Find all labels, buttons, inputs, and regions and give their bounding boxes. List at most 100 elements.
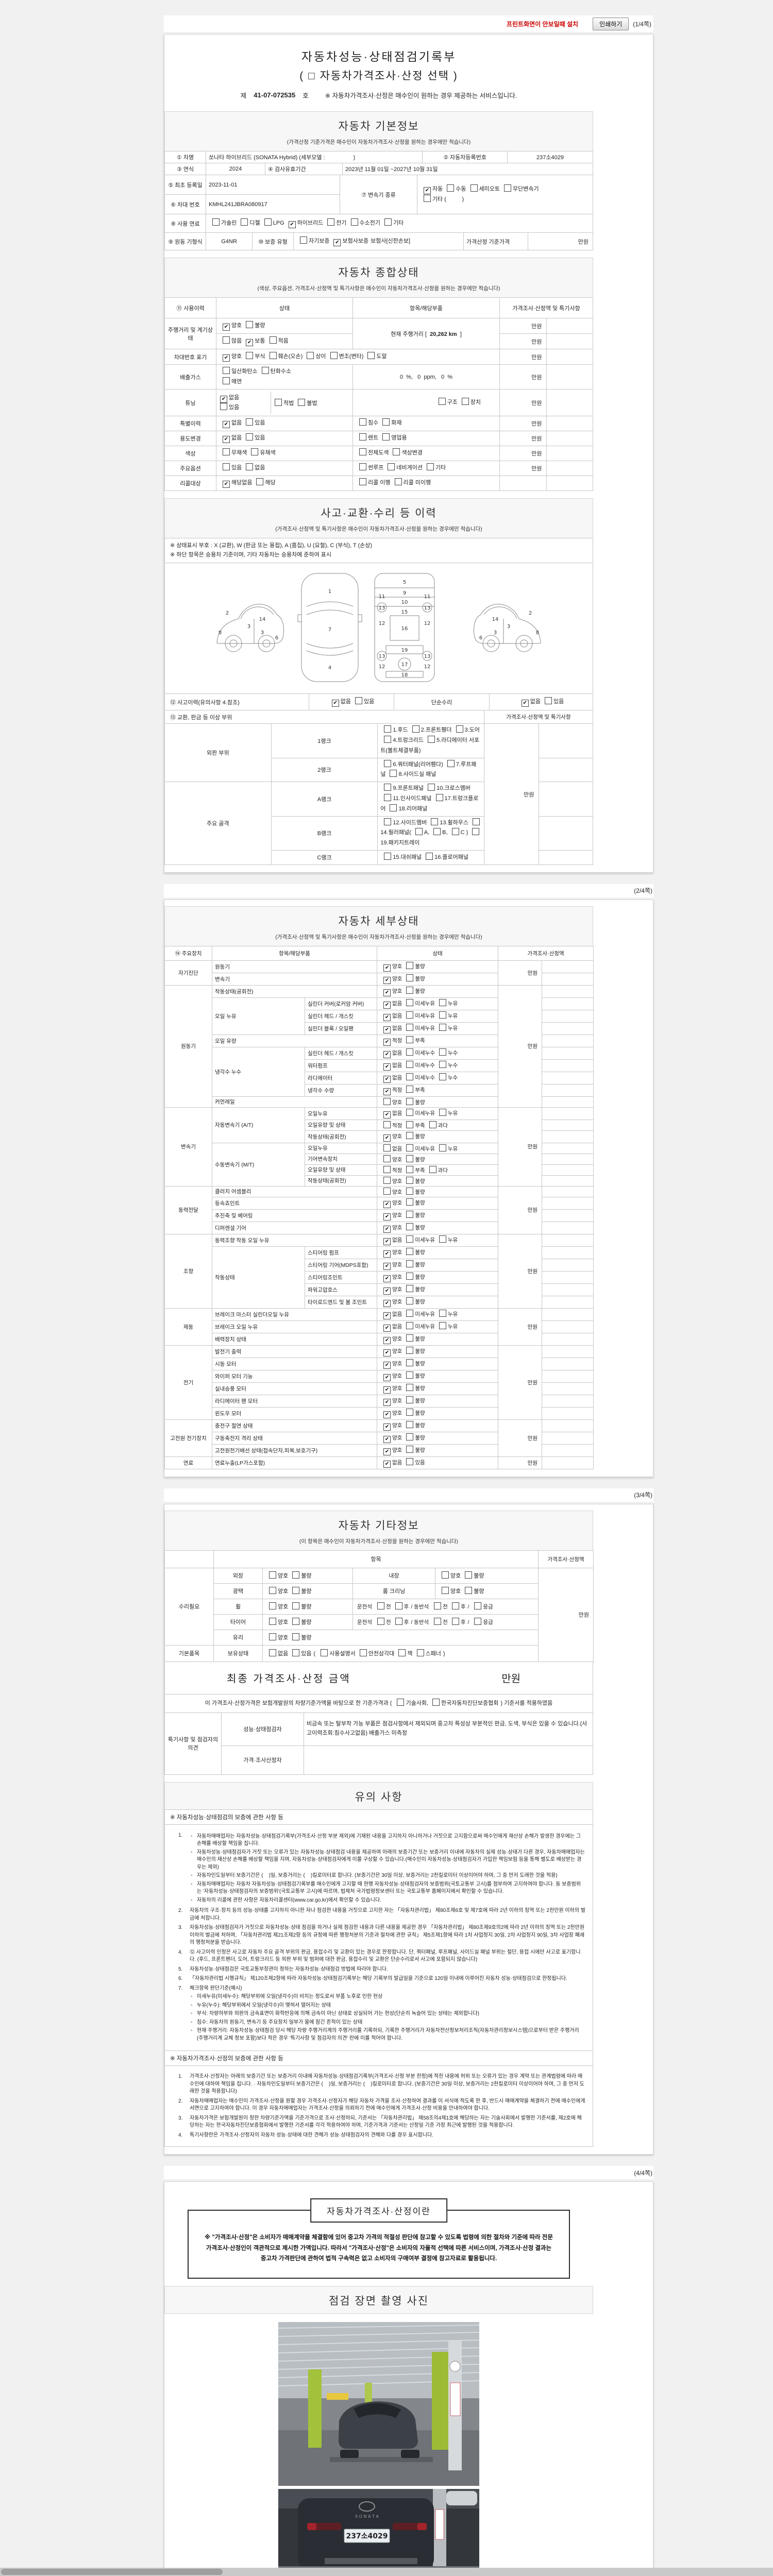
check-label: 미세누유 — [415, 1000, 435, 1007]
check-label: 14.필러패널( — [380, 829, 411, 836]
check-label: 리콜 미이행 — [403, 480, 431, 486]
inspector-opinion-text: 비금속 또는 탈부착 가능 부품은 점검사항에서 제외되며 중고차 특성상 부분… — [304, 1712, 593, 1746]
item-cell: 실내송풍 모터 — [211, 1382, 378, 1395]
about-appraisal-title: 자동차가격조사·산정이란 — [310, 2198, 447, 2223]
checkbox-unchecked — [397, 1698, 405, 1706]
checkbox-unchecked — [377, 1602, 384, 1610]
item-cell: 작동상태(공회전) — [211, 985, 378, 998]
check-label: 11.인사이드패널 — [393, 795, 432, 802]
check-label: 15.대쉬패널 — [393, 854, 422, 860]
check-label: 상이 — [315, 353, 326, 360]
svg-text:13: 13 — [424, 605, 431, 611]
document-title: 자동차성능·상태점검기록부 — [301, 50, 457, 63]
checkbox-unchecked — [456, 725, 463, 733]
column-header: 항목/해당부품 — [211, 945, 378, 961]
checkbox-unchecked — [406, 986, 414, 994]
accident-parts-table: ⑬ 교환, 판금 등 이상 부위 가격조사·산정액 및 특기사항 외판 부위 1… — [164, 710, 593, 865]
checkbox-checked: ✔ — [383, 1398, 391, 1406]
horizontal-scrollbar[interactable] — [0, 2568, 773, 2576]
check-label: 미세누유 — [415, 1012, 435, 1019]
doc-no-suffix: 호 — [303, 92, 309, 99]
checkbox-unchecked — [292, 1602, 300, 1610]
checkbox-unchecked — [465, 1571, 473, 1579]
check-label: 있음 — [364, 699, 375, 705]
notice-bullet: 침수: 자동차의 원동기, 변속기 등 주요장치 일부가 물에 잠긴 흔적이 있… — [190, 2019, 585, 2027]
checkbox-unchecked — [406, 1011, 414, 1019]
svg-text:3: 3 — [247, 624, 250, 630]
price-cell: 만원 — [499, 318, 547, 334]
svg-text:13: 13 — [379, 654, 385, 659]
item-cell: 시동 모터 — [211, 1357, 378, 1370]
memo-cell — [542, 1196, 594, 1210]
checkbox-unchecked — [382, 433, 390, 441]
check-label: 수소전기 — [359, 219, 380, 226]
check-label: 보험사보증 — [342, 238, 369, 244]
section-photos: 점검 장면 촬영 사진 — [164, 2286, 593, 2314]
device-group-cell: 변속기 — [164, 1107, 212, 1187]
check-label: 불량 — [474, 1588, 484, 1595]
state-cell: 양호 불량 — [377, 1175, 499, 1187]
price-cell: 만원 — [499, 364, 547, 389]
install-link[interactable]: 프린트화면이 안보일때 설치 — [506, 20, 579, 28]
item-cell: 충전구 절연 상태 — [211, 1419, 378, 1432]
emission-checks: 일산화탄소 탄화수소 매연 — [216, 364, 353, 389]
check-label: 전체도색 — [368, 450, 389, 456]
svg-text:3: 3 — [507, 624, 510, 630]
check-label: 불량 — [415, 963, 425, 970]
checkbox-unchecked — [367, 351, 375, 359]
checkbox-unchecked — [241, 218, 248, 226]
check-label: 없음 — [392, 1323, 402, 1330]
check-label: 후 — [404, 1619, 409, 1626]
check-label: 없음 — [392, 1025, 402, 1031]
check-label: 있음 — [255, 420, 265, 427]
checkbox-unchecked — [426, 852, 433, 860]
svg-text:12: 12 — [379, 621, 385, 626]
notice-item: 3. 자동차성능·상태점검자가 거짓으로 자동차성능·상태 점검을 하거나 실제 … — [178, 1924, 585, 1947]
group-label: 기본품목 — [164, 1645, 214, 1662]
check-group-text: / 동반석 — [411, 1604, 429, 1611]
check-label: 양호 — [278, 1619, 289, 1626]
checkbox-unchecked — [269, 351, 277, 359]
section-basic-info: 자동차 기본정보 (가격산정 기준가격은 매수인이 자동차가격조사·산정을 원하… — [164, 111, 593, 151]
checkbox-checked: ✔ — [383, 1262, 391, 1270]
row-label: 차대번호 표기 — [164, 349, 216, 365]
memo-cell — [546, 476, 593, 491]
print-button[interactable]: 인쇄하기 — [593, 17, 629, 30]
notice-item-number: 1. — [178, 1832, 183, 1838]
check-label: 매연 — [231, 378, 242, 385]
checkbox-unchecked — [406, 1097, 414, 1105]
check-label: 전기 — [336, 219, 347, 226]
notice-item-text: 「자동차관리법 시행규칙」 제120조제2항에 따라 자동차성능·상태점검기록부… — [190, 1976, 567, 1982]
memo-cell — [538, 757, 593, 783]
check-label: 없음 — [340, 699, 351, 705]
check-label: 있음 — [229, 404, 240, 411]
about-appraisal-box: 자동차가격조사·산정이란 ※ "가격조사·산정"은 소비자가 매매계약을 체결함… — [188, 2198, 570, 2279]
notice-item-number: 2. — [178, 1908, 183, 1914]
item-cell: 실린더 커버(로커암 커버) — [304, 997, 378, 1010]
checkbox-checked: ✔ — [383, 1013, 391, 1021]
checkbox-unchecked — [383, 1121, 391, 1128]
checkbox-unchecked — [406, 1073, 414, 1080]
checkbox-unchecked — [212, 218, 220, 226]
blank-header — [164, 1550, 214, 1568]
checkbox-unchecked — [465, 1587, 473, 1595]
checkbox-unchecked — [406, 1420, 414, 1428]
check-label: 누유 — [447, 1012, 458, 1019]
check-label: 없음 — [392, 1145, 402, 1152]
scrollbar-thumb[interactable] — [1, 2569, 223, 2575]
check-label: 과다 — [438, 1122, 448, 1129]
checkbox-unchecked — [383, 1165, 391, 1173]
check-group-text: 운전석 — [357, 1619, 372, 1626]
memo-cell — [538, 850, 593, 865]
memo-cell — [546, 431, 593, 446]
check-label: 누수 — [447, 1062, 458, 1069]
row-label: 특별이력 — [164, 416, 216, 431]
service-note: ※ 자동차가격조사·산정은 매수인이 원하는 경우 제공하는 서비스입니다. — [325, 92, 517, 99]
notice-item-number: 3. — [178, 1925, 183, 1931]
state-cell: ✔ 없음 미세누유 누유 — [377, 1022, 499, 1035]
checkbox-checked: ✔ — [383, 1238, 391, 1245]
memo-cell — [542, 1175, 594, 1187]
checkbox-unchecked — [470, 184, 478, 192]
item-cell: 동력조향 작동 오일 누유 — [211, 1233, 378, 1247]
doc-number: 41-07-072535 — [254, 91, 296, 99]
